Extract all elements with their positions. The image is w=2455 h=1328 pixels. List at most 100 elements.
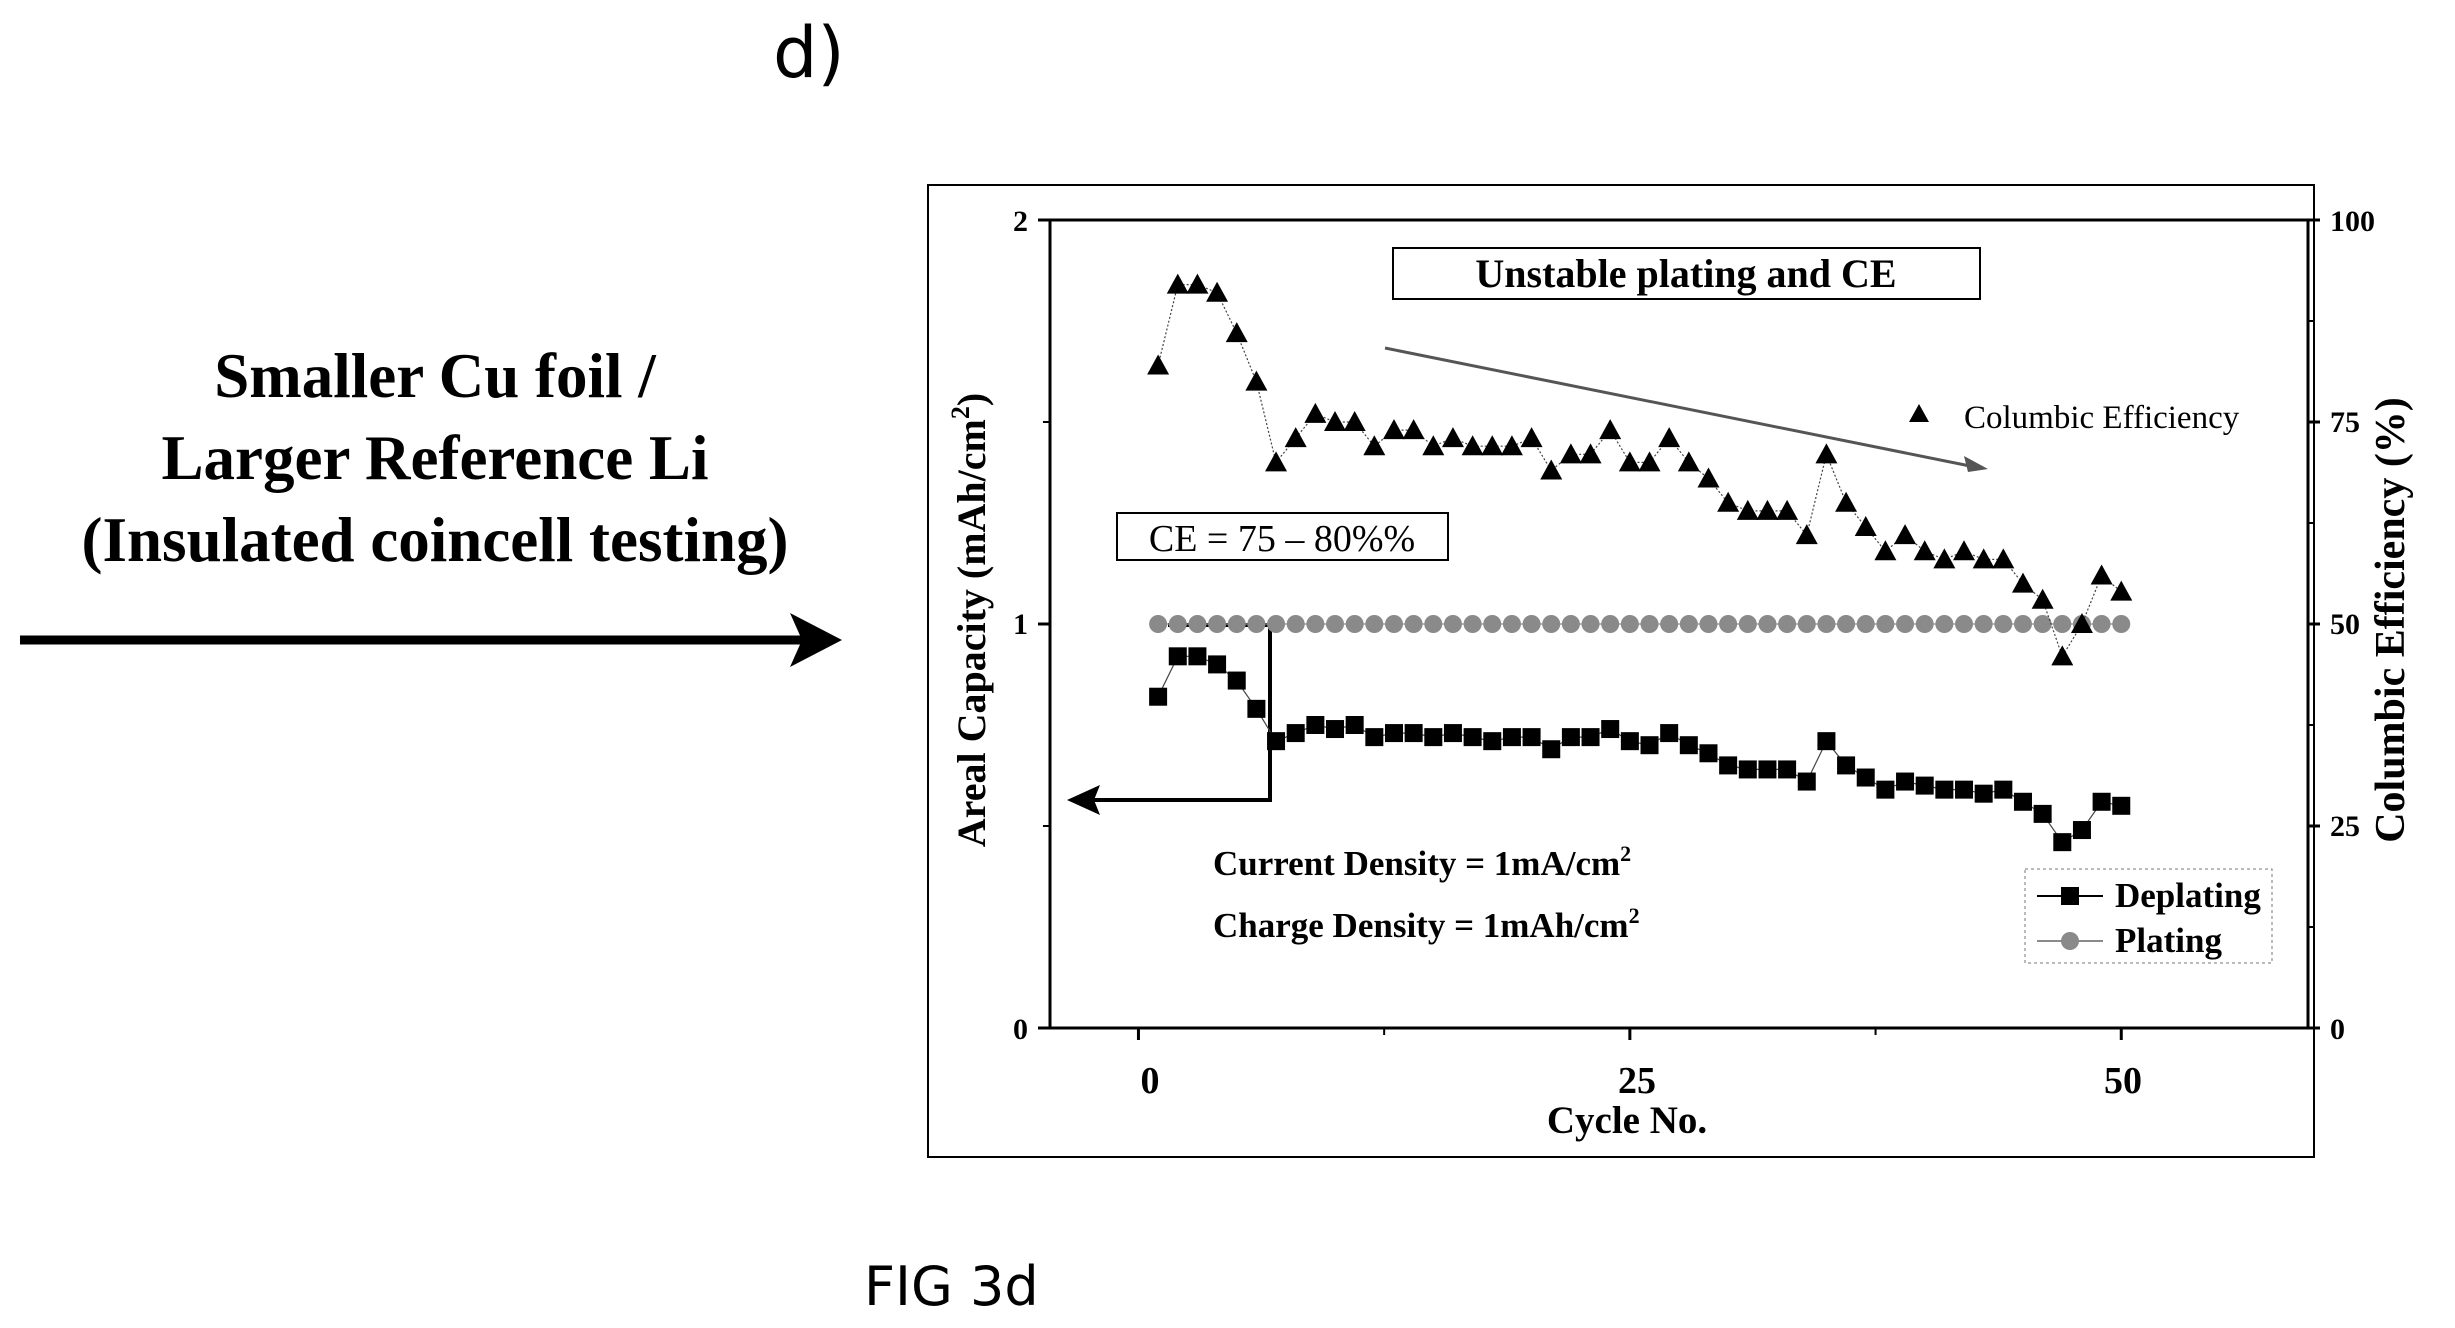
deplating-point <box>1502 728 1521 747</box>
y-left-axis-label-close: ) <box>949 393 994 406</box>
y-left-tick-label-0: 0 <box>1013 1013 1028 1046</box>
left-pointer-arrow-head <box>790 613 842 667</box>
deplating-point <box>1542 740 1561 759</box>
legend-plating-label: Plating <box>2115 921 2222 960</box>
deplating-point <box>2053 833 2072 852</box>
deplating-point <box>1699 744 1718 763</box>
columbic-efficiency-point <box>1638 451 1661 472</box>
columbic-efficiency-point <box>1441 427 1464 448</box>
plating-point <box>1168 615 1187 633</box>
plating-point <box>1660 615 1679 633</box>
columbic-efficiency-point <box>1854 516 1877 537</box>
columbic-efficiency-point <box>1894 524 1917 545</box>
deplating-point <box>1404 724 1423 743</box>
plating-point <box>1463 615 1482 633</box>
y-left-axis-label: Areal Capacity (mAh/cm2) <box>946 393 994 847</box>
columbic-efficiency-point <box>1304 402 1327 423</box>
columbic-efficiency-point <box>1422 435 1445 456</box>
columbic-efficiency-point <box>2011 572 2034 593</box>
columbic-efficiency-point <box>1677 451 1700 472</box>
deplating-point <box>1660 724 1679 743</box>
deplating-point <box>2092 792 2111 811</box>
plating-point <box>1719 615 1738 633</box>
y-left-axis-label-main: Areal Capacity (mAh/cm <box>949 419 994 847</box>
columbic-efficiency-point <box>1756 499 1779 520</box>
left-annotation-line-1: Smaller Cu foil / <box>214 341 656 411</box>
ce-range-text: CE = 75 – 80%% <box>1149 518 1415 560</box>
columbic-efficiency-point <box>1324 411 1347 431</box>
deplating-point <box>1247 699 1266 718</box>
deplating-point <box>1188 647 1207 666</box>
plating-point <box>1345 615 1364 633</box>
deplating-point <box>1208 655 1227 674</box>
plating-point <box>1149 615 1168 633</box>
plating-point <box>1699 615 1718 633</box>
columbic-efficiency-point <box>2070 613 2093 633</box>
plating-point <box>1306 615 1325 633</box>
panel-label: d) <box>773 12 845 94</box>
deplating-point <box>1561 728 1580 747</box>
plating-point <box>1915 615 1934 633</box>
deplating-point <box>1679 736 1698 755</box>
deplating-point <box>1994 780 2013 799</box>
columbic-efficiency-point <box>1402 419 1425 440</box>
columbic-efficiency-point <box>1815 443 1838 464</box>
deplating-point <box>1817 732 1836 751</box>
deplating-point <box>1601 720 1620 739</box>
columbic-efficiency-point <box>1500 435 1523 456</box>
plating-point <box>1679 615 1698 633</box>
plating-point <box>1542 615 1561 633</box>
plating-point <box>1208 615 1227 633</box>
deplating-point <box>2112 796 2131 815</box>
columbic-efficiency-point <box>1284 427 1307 448</box>
columbic-efficiency-point <box>1245 370 1268 391</box>
legend-deplating-label: Deplating <box>2115 876 2261 915</box>
columbic-efficiency-point <box>1520 427 1543 448</box>
deplating-point <box>1915 776 1934 795</box>
left-annotation-line-2: Larger Reference Li <box>161 423 709 493</box>
columbic-efficiency-point <box>1225 322 1248 343</box>
deplating-point <box>2013 792 2032 811</box>
columbic-efficiency-point <box>1972 548 1995 569</box>
y-right-tick-label-50: 50 <box>2330 608 2360 641</box>
series-columbic-efficiency <box>1147 273 2133 666</box>
current-density-sup: 2 <box>1620 841 1631 866</box>
plating-point <box>1247 615 1266 633</box>
columbic-efficiency-point <box>1382 419 1405 440</box>
plating-point <box>2112 615 2131 633</box>
x-axis-label: Cycle No. <box>1547 1099 1707 1142</box>
figure-caption: FIG 3d <box>864 1255 1039 1318</box>
y-right-axis-label: Columbic Efficiency (%) <box>2368 397 2414 843</box>
columbic-efficiency-point <box>1874 540 1897 561</box>
columbic-efficiency-point <box>1736 499 1759 520</box>
plating-point <box>1286 615 1305 633</box>
deplating-point <box>1443 724 1462 743</box>
deplating-point <box>1797 772 1816 791</box>
columbic-efficiency-point <box>1186 273 1209 294</box>
plating-point <box>1896 615 1915 633</box>
columbic-efficiency-point <box>1953 540 1976 561</box>
y-left-tick-label-2: 2 <box>1013 205 1028 238</box>
columbic-efficiency-point <box>1579 443 1602 464</box>
plating-point <box>1365 615 1384 633</box>
plating-point <box>1384 615 1403 633</box>
columbic-efficiency-point <box>1265 451 1288 472</box>
plating-point <box>1856 615 1875 633</box>
plating-point <box>1502 615 1521 633</box>
deplating-point <box>1384 724 1403 743</box>
columbic-efficiency-point <box>2110 580 2133 601</box>
current-density-main: Current Density = 1mA/cm <box>1213 844 1620 883</box>
unstable-annotation-box <box>1392 247 1981 300</box>
deplating-point <box>1896 772 1915 791</box>
columbic-efficiency-point <box>1166 273 1189 294</box>
deplating-point <box>1758 760 1777 779</box>
series-deplating <box>1149 647 2131 852</box>
deplating-point <box>1522 728 1541 747</box>
y-right-tick-label-100: 100 <box>2330 205 2375 238</box>
plating-point <box>1955 615 1974 633</box>
plating-point <box>1620 615 1639 633</box>
deplating-point <box>1581 728 1600 747</box>
y-right-tick-label-75: 75 <box>2330 406 2360 439</box>
columbic-efficiency-point <box>1559 443 1582 464</box>
columbic-efficiency-point <box>1461 435 1484 456</box>
